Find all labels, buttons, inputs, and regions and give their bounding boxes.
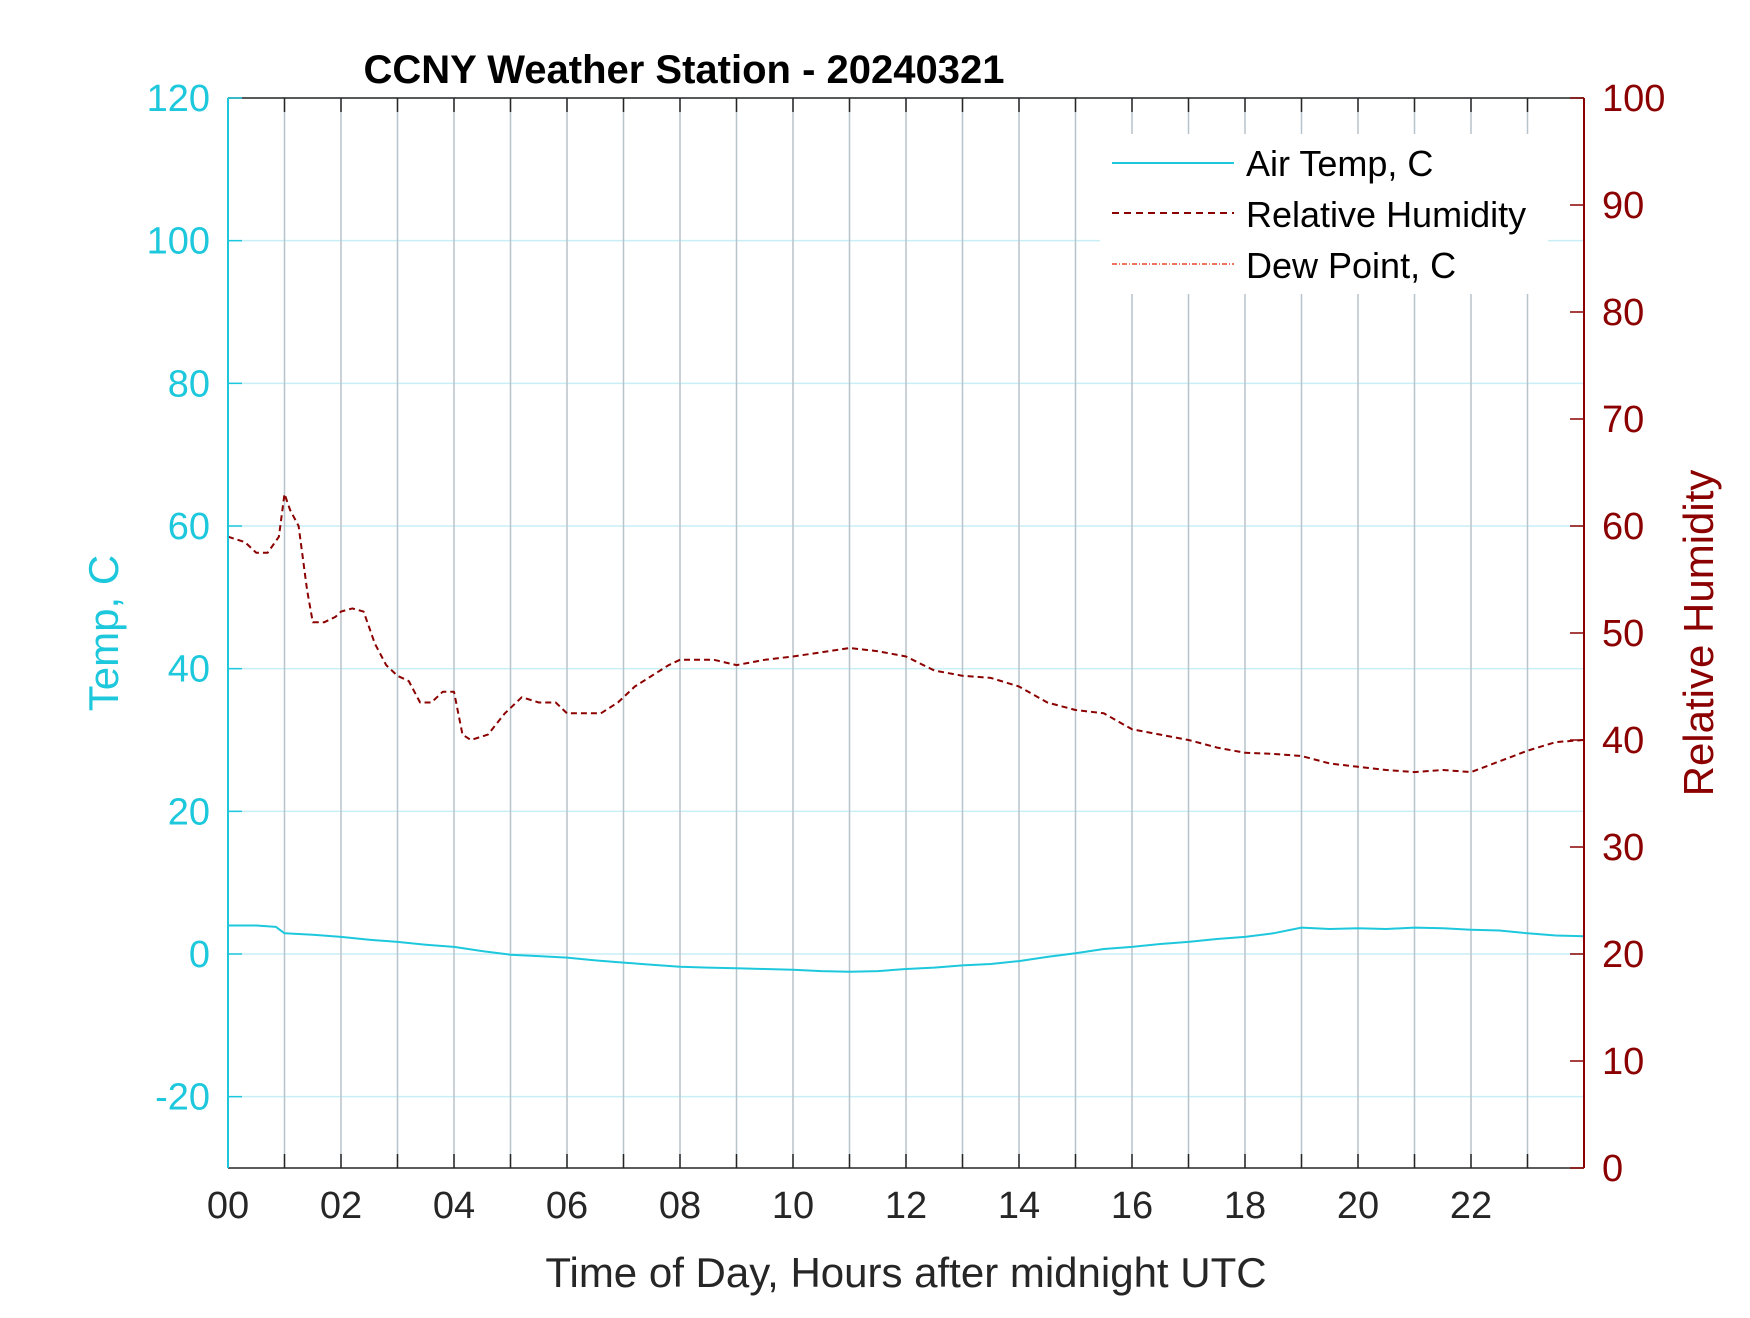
axes-layer <box>227 97 1585 1169</box>
y-right-tick-label: 0 <box>1602 1148 1623 1190</box>
legend: Air Temp, C Relative Humidity Dew Point,… <box>1100 134 1548 294</box>
y-left-tick-label: 60 <box>168 506 210 548</box>
x-tick-label: 08 <box>659 1185 701 1227</box>
y-left-tick-label: 100 <box>147 221 210 263</box>
x-axis-label: Time of Day, Hours after midnight UTC <box>545 1249 1266 1296</box>
x-tick-label: 12 <box>885 1185 927 1227</box>
x-tick-label: 04 <box>433 1185 475 1227</box>
x-tick-label: 18 <box>1224 1185 1266 1227</box>
y-left-tick-label: 120 <box>147 78 210 120</box>
x-tick-label: 00 <box>207 1185 249 1227</box>
x-tick-label: 06 <box>546 1185 588 1227</box>
y-left-tick-label: 20 <box>168 791 210 833</box>
x-tick-label: 02 <box>320 1185 362 1227</box>
series-layer <box>227 492 1585 973</box>
y-right-tick-label: 90 <box>1602 185 1644 227</box>
legend-label-air-temp: Air Temp, C <box>1246 143 1433 184</box>
legend-label-humidity: Relative Humidity <box>1246 194 1526 235</box>
x-tick-label: 20 <box>1337 1185 1379 1227</box>
tick-labels: 00 02 04 06 08 10 12 14 16 18 20 22-200204060801001… <box>147 78 1666 1227</box>
y-left-tick-label: 0 <box>189 934 210 976</box>
legend-label-dew-point: Dew Point, C <box>1246 245 1456 286</box>
x-tick-label: 22 <box>1450 1185 1492 1227</box>
y-left-tick-label: 40 <box>168 649 210 691</box>
y-right-tick-label: 70 <box>1602 399 1644 441</box>
y-left-tick-label: 80 <box>168 363 210 405</box>
air-temp-line <box>228 924 1585 973</box>
y-right-tick-label: 100 <box>1602 78 1665 120</box>
y-right-tick-label: 80 <box>1602 292 1644 334</box>
x-tick-label: 16 <box>1111 1185 1153 1227</box>
y-right-tick-label: 20 <box>1602 934 1644 976</box>
y-right-tick-label: 60 <box>1602 506 1644 548</box>
chart-title: CCNY Weather Station - 20240321 <box>364 48 1005 92</box>
x-tick-label: 14 <box>998 1185 1040 1227</box>
y-right-tick-label: 40 <box>1602 720 1644 762</box>
y-right-tick-label: 10 <box>1602 1041 1644 1083</box>
y-left-tick-label: -20 <box>155 1077 210 1119</box>
y-axis-left-label: Temp, C <box>80 555 127 711</box>
y-axis-right-label: Relative Humidity <box>1675 470 1722 797</box>
relative-humidity-line <box>227 492 1585 774</box>
y-right-tick-label: 50 <box>1602 613 1644 655</box>
y-right-tick-label: 30 <box>1602 827 1644 869</box>
x-tick-label: 10 <box>772 1185 814 1227</box>
